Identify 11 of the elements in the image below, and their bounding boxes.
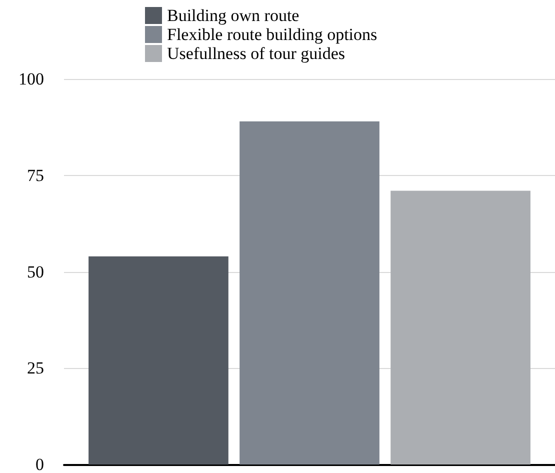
bar (240, 121, 380, 464)
legend-label: Flexible route building options (167, 25, 378, 44)
y-tick-label: 50 (27, 262, 44, 282)
legend-label: Building own route (167, 6, 300, 25)
y-tick-label: 0 (36, 455, 44, 473)
y-tick-label: 75 (27, 166, 44, 185)
y-tick-label: 25 (27, 358, 44, 378)
bar (390, 190, 530, 464)
y-tick-label: 100 (18, 70, 44, 88)
bar (88, 256, 228, 464)
legend-label: Usefullness of tour guides (167, 44, 346, 63)
